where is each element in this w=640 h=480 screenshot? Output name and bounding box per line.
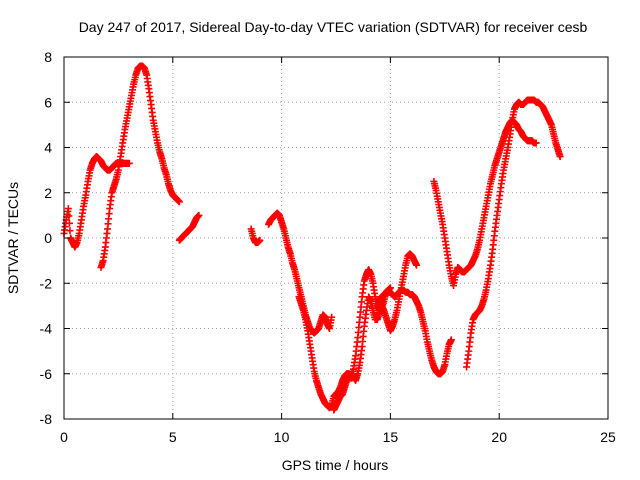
data-point xyxy=(256,236,264,244)
y-tick-label: -4 xyxy=(40,321,53,337)
x-tick-label: 20 xyxy=(491,429,507,445)
data-point xyxy=(556,153,564,161)
y-tick-label: 2 xyxy=(44,185,52,201)
data-point xyxy=(125,159,133,167)
x-tick-label: 5 xyxy=(169,429,177,445)
x-tick-label: 25 xyxy=(600,429,616,445)
y-tick-label: 6 xyxy=(44,94,52,110)
y-tick-label: 8 xyxy=(44,49,52,65)
data-point xyxy=(64,205,72,213)
y-tick-label: -8 xyxy=(40,411,53,427)
y-tick-label: -2 xyxy=(40,275,53,291)
y-tick-label: 4 xyxy=(44,140,52,156)
axis-ticks: 0 5 10 15 20 25 -8 -6 -4 -2 0 2 4 6 8 xyxy=(40,49,616,445)
x-tick-label: 10 xyxy=(274,429,290,445)
data-point xyxy=(328,313,336,321)
data-point xyxy=(65,219,73,227)
x-tick-label: 0 xyxy=(60,429,68,445)
chart-title: Day 247 of 2017, Sidereal Day-to-day VTE… xyxy=(79,19,588,35)
y-tick-label: -6 xyxy=(40,366,53,382)
y-axis-label: SDTVAR / TECUs xyxy=(5,182,21,294)
grid-lines xyxy=(64,57,608,419)
data-point xyxy=(195,211,203,219)
x-axis-label: GPS time / hours xyxy=(282,457,389,473)
data-point xyxy=(413,261,421,269)
data-point xyxy=(66,227,74,235)
data-point xyxy=(447,336,455,344)
x-tick-label: 15 xyxy=(383,429,399,445)
y-tick-label: 0 xyxy=(44,230,52,246)
data-points xyxy=(60,62,564,414)
data-point xyxy=(532,139,540,147)
data-point xyxy=(175,198,183,206)
data-point xyxy=(65,212,73,220)
